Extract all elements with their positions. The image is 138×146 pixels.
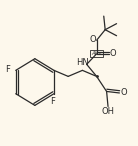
Text: Abs: Abs (92, 51, 102, 56)
Text: OH: OH (102, 107, 115, 115)
Text: O: O (110, 49, 116, 58)
Text: F: F (50, 98, 55, 106)
Text: O: O (120, 88, 127, 98)
Text: F: F (6, 65, 10, 74)
Text: O: O (89, 35, 96, 44)
FancyBboxPatch shape (90, 50, 103, 57)
Text: HN: HN (76, 58, 88, 67)
